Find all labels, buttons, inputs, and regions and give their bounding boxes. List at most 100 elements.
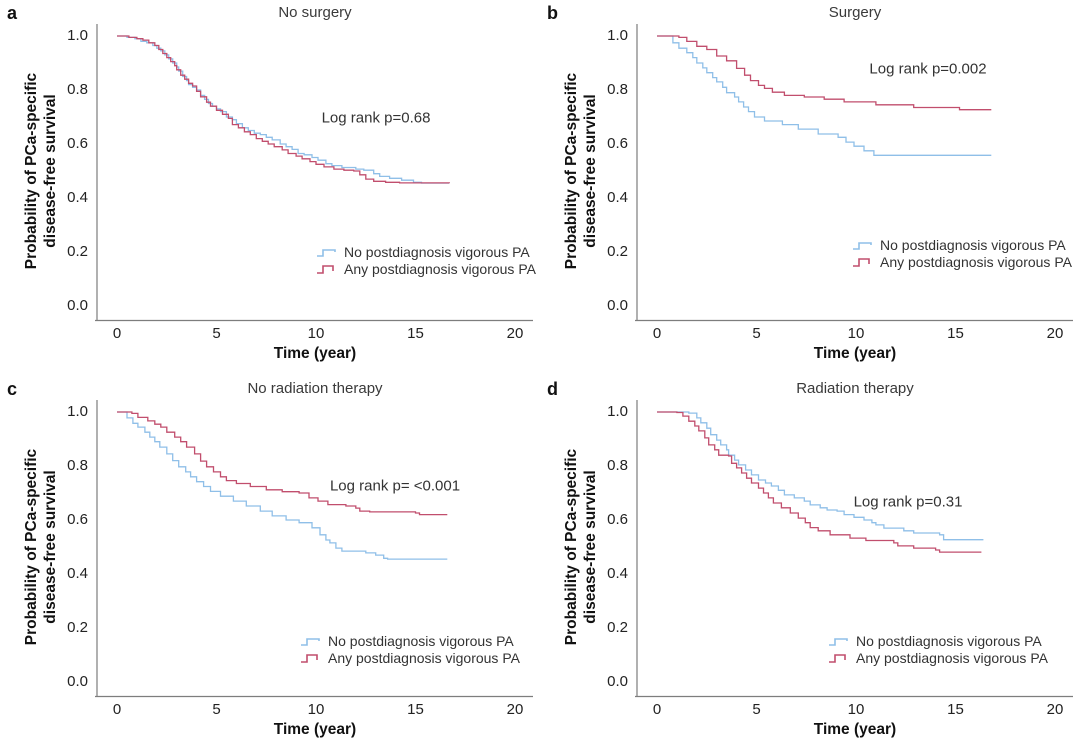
- legend-row-any-pa: Any postdiagnosis vigorous PA: [828, 650, 1048, 666]
- legend-row-no-pa: No postdiagnosis vigorous PA: [316, 244, 530, 260]
- y-tick-label: 1.0: [607, 27, 628, 44]
- x-tick-label: 15: [407, 325, 424, 342]
- panel-letter: b: [547, 3, 558, 23]
- panel-b: b Surgery Probability of PCa-specific di…: [540, 0, 1080, 376]
- legend-step-marker-red-icon: [317, 264, 334, 274]
- legend-step-marker-blue-icon: [853, 241, 872, 250]
- legend-step-marker-blue-icon: [317, 248, 336, 257]
- y-tick-label: 0.0: [67, 297, 88, 314]
- x-axis-label: Time (year): [813, 721, 897, 738]
- panel-c: c No radiation therapy Probability of PC…: [0, 376, 540, 753]
- y-tick-label: 0.6: [607, 511, 628, 528]
- x-tick-label: 10: [847, 325, 865, 342]
- axis-lines: [635, 400, 1073, 698]
- y-tick-label: 0.2: [607, 243, 628, 260]
- panel-a: a No surgery Probability of PCa-specific…: [0, 0, 540, 376]
- panel-d: d Radiation therapy Probability of PCa-s…: [540, 376, 1080, 753]
- panel-letter: a: [7, 3, 18, 23]
- y-tick-label: 0.2: [67, 243, 88, 260]
- panel-letter: c: [7, 379, 18, 399]
- legend-step-marker-blue-icon: [829, 637, 848, 646]
- x-axis-label: Time (year): [273, 721, 357, 738]
- y-tick-label: 0.4: [67, 189, 88, 206]
- km-curve-any_pa: [657, 35, 992, 111]
- y-tick-label: 0.0: [607, 297, 628, 314]
- x-tick-label: 20: [1046, 701, 1064, 718]
- axis-lines: [635, 24, 1073, 322]
- km-curve-any_pa: [117, 411, 448, 516]
- x-tick-label: 20: [506, 325, 524, 342]
- panel-title: No radiation therapy: [247, 380, 383, 397]
- panel-letter: d: [547, 379, 558, 399]
- y-tick-label: 0.2: [67, 619, 88, 636]
- legend-step-marker-blue-icon: [301, 637, 320, 646]
- x-tick-label: 5: [752, 701, 761, 718]
- km-curve-any_pa: [657, 411, 982, 553]
- km-curve-no_pa: [117, 411, 448, 560]
- legend-step-marker-red-icon: [301, 653, 318, 663]
- km-plot: [635, 24, 1073, 322]
- y-tick-label: 0.4: [607, 189, 628, 206]
- x-tick-label: 15: [947, 325, 964, 342]
- km-curve-no_pa: [657, 411, 984, 541]
- y-tick-label: 0.6: [67, 135, 88, 152]
- x-tick-label: 5: [752, 325, 761, 342]
- x-tick-label: 0: [112, 701, 122, 718]
- y-tick-label: 0.4: [67, 565, 88, 582]
- x-tick-label: 0: [652, 325, 662, 342]
- x-tick-label: 15: [947, 701, 964, 718]
- km-curve-no_pa: [117, 35, 450, 184]
- legend-row-any-pa: Any postdiagnosis vigorous PA: [300, 650, 520, 666]
- x-tick-label: 15: [407, 701, 424, 718]
- km-curve-no_pa: [657, 35, 992, 156]
- legend-row-no-pa: No postdiagnosis vigorous PA: [828, 633, 1042, 649]
- panel-title: Surgery: [828, 4, 882, 21]
- y-tick-label: 0.0: [67, 673, 88, 690]
- x-axis-label: Time (year): [273, 345, 357, 362]
- y-tick-label: 0.8: [607, 81, 628, 98]
- km-plot: [95, 400, 533, 698]
- x-tick-label: 10: [847, 701, 865, 718]
- y-tick-label: 1.0: [67, 403, 88, 420]
- legend-label: No postdiagnosis vigorous PA: [856, 633, 1042, 649]
- legend-step-marker-red-icon: [829, 653, 846, 663]
- x-tick-label: 20: [1046, 325, 1064, 342]
- axis-lines: [95, 24, 533, 322]
- legend-row-any-pa: Any postdiagnosis vigorous PA: [852, 254, 1072, 270]
- legend-label: No postdiagnosis vigorous PA: [344, 244, 530, 260]
- y-tick-label: 0.2: [607, 619, 628, 636]
- km-curve-any_pa: [117, 35, 450, 184]
- x-tick-label: 10: [307, 325, 325, 342]
- legend-label: Any postdiagnosis vigorous PA: [856, 650, 1048, 666]
- km-plot: [95, 24, 533, 322]
- legend-label: Any postdiagnosis vigorous PA: [328, 650, 520, 666]
- x-tick-label: 5: [212, 701, 221, 718]
- legend-label: No postdiagnosis vigorous PA: [328, 633, 514, 649]
- legend-row-no-pa: No postdiagnosis vigorous PA: [852, 237, 1066, 253]
- axis-lines: [95, 400, 533, 698]
- y-tick-label: 0.0: [607, 673, 628, 690]
- y-tick-label: 1.0: [67, 27, 88, 44]
- legend-label: Any postdiagnosis vigorous PA: [880, 254, 1072, 270]
- legend-row-no-pa: No postdiagnosis vigorous PA: [300, 633, 514, 649]
- y-tick-label: 1.0: [607, 403, 628, 420]
- y-tick-label: 0.4: [607, 565, 628, 582]
- x-tick-label: 0: [652, 701, 662, 718]
- y-tick-label: 0.6: [67, 511, 88, 528]
- legend-label: No postdiagnosis vigorous PA: [880, 237, 1066, 253]
- y-tick-label: 0.8: [607, 457, 628, 474]
- panel-title: Radiation therapy: [796, 380, 914, 397]
- x-tick-label: 20: [506, 701, 524, 718]
- log-rank-p-value: Log rank p=0.68: [321, 109, 431, 127]
- legend-step-marker-red-icon: [853, 257, 870, 267]
- y-tick-label: 0.6: [607, 135, 628, 152]
- x-axis-label: Time (year): [813, 345, 897, 362]
- y-tick-label: 0.8: [67, 457, 88, 474]
- log-rank-p-value: Log rank p=0.002: [869, 60, 987, 78]
- x-tick-label: 10: [307, 701, 325, 718]
- x-tick-label: 0: [112, 325, 122, 342]
- panel-title: No surgery: [278, 4, 352, 21]
- x-tick-label: 5: [212, 325, 221, 342]
- legend-label: Any postdiagnosis vigorous PA: [344, 261, 536, 277]
- log-rank-p-value: Log rank p= <0.001: [329, 477, 461, 495]
